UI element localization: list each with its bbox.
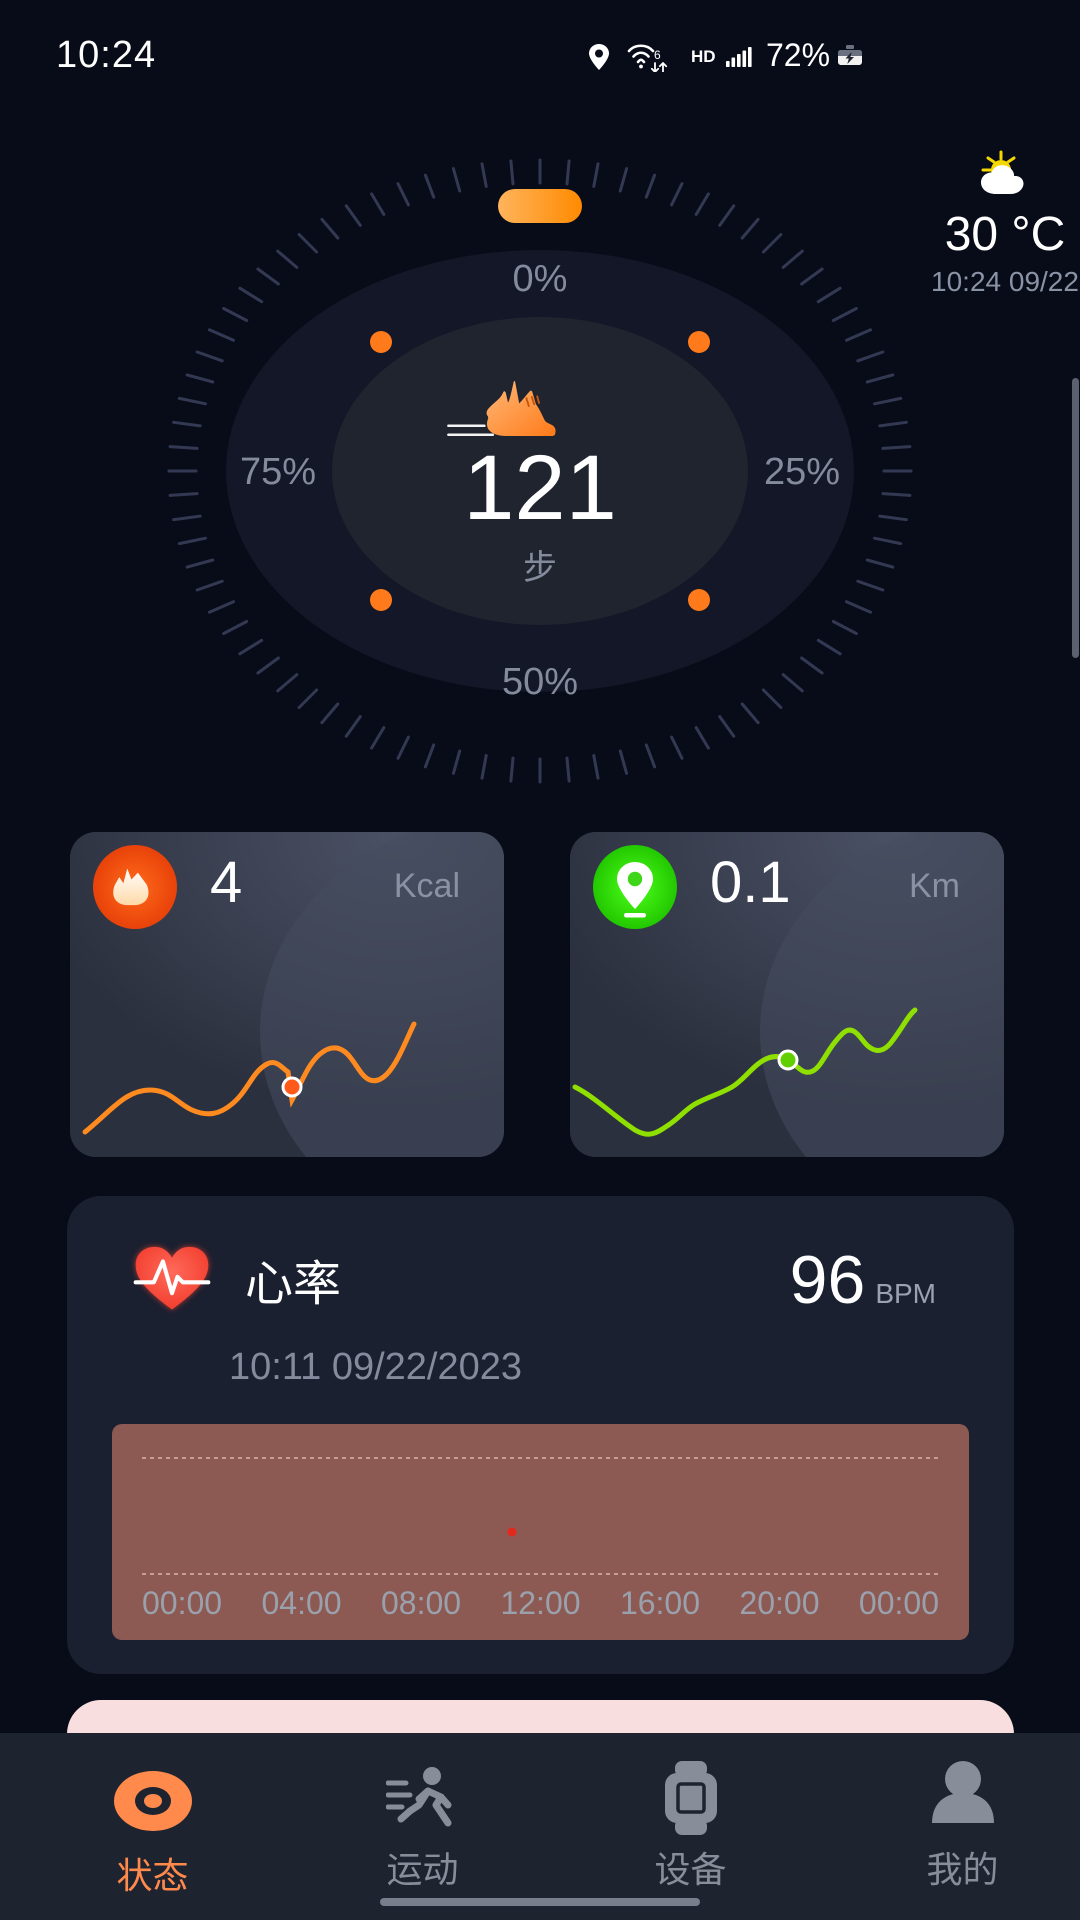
svg-text:121: 121	[463, 437, 617, 539]
svg-text:Km: Km	[909, 867, 960, 905]
svg-text:HD: HD	[691, 47, 716, 66]
svg-text:75%: 75%	[240, 451, 316, 493]
svg-text:25%: 25%	[764, 451, 840, 493]
svg-text:0.1: 0.1	[710, 850, 791, 915]
svg-text:4: 4	[210, 850, 242, 915]
svg-text:6: 6	[654, 48, 661, 62]
svg-text:50%: 50%	[502, 661, 578, 703]
svg-text:步: 步	[523, 549, 557, 587]
svg-text:Kcal: Kcal	[394, 867, 460, 905]
svg-text:0%: 0%	[513, 258, 568, 300]
svg-text:72%: 72%	[766, 42, 830, 72]
